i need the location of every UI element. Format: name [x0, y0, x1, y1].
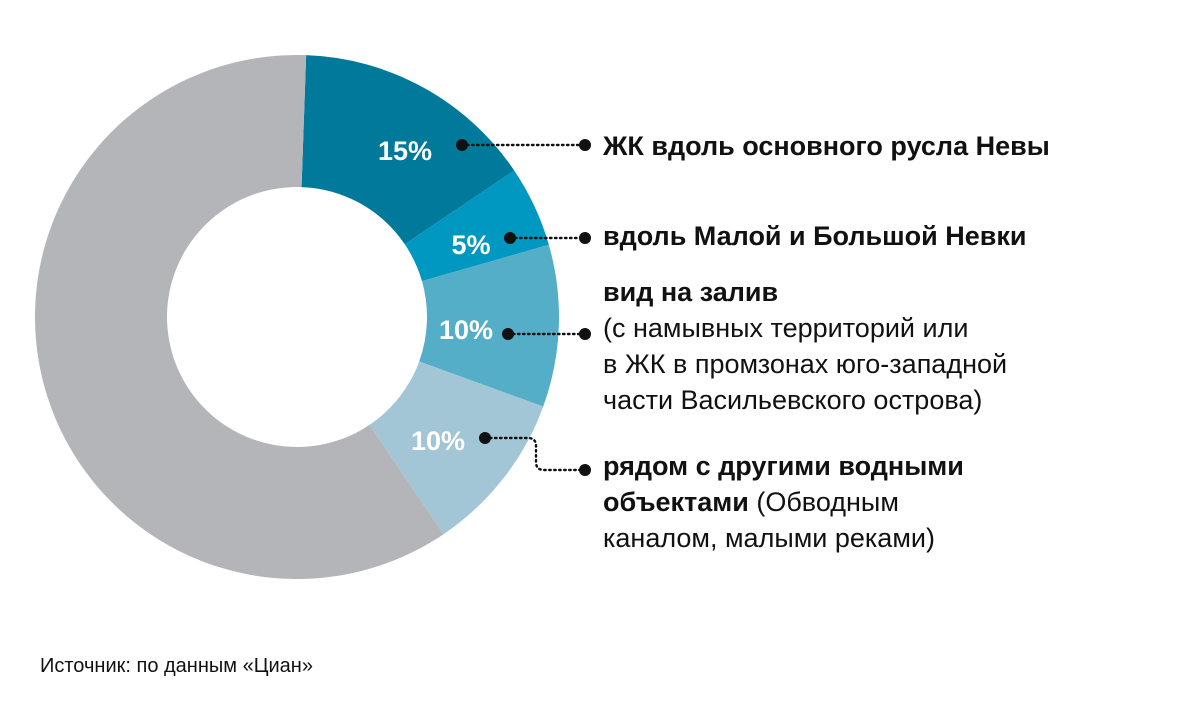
legend-label-bold: ЖК вдоль основного русла Невы	[603, 131, 1050, 161]
percent-labels: 15% 5% 10% 10%	[378, 136, 493, 456]
leader-end-dot	[579, 139, 591, 151]
leader-line-1	[504, 232, 591, 244]
leader-start-dot	[504, 232, 516, 244]
donut-slice-3	[369, 361, 544, 535]
leader-lines	[456, 139, 591, 476]
legend-label-nevka: вдоль Малой и Большой Невки	[603, 218, 1026, 254]
leader-end-dot	[579, 232, 591, 244]
legend-label-bold: вид на залив	[603, 277, 779, 307]
legend-label-note: (Обводным каналом, малыми реками)	[603, 487, 935, 553]
leader-end-dot	[579, 328, 591, 340]
donut-slice-1	[404, 170, 549, 282]
legend-label-bold: рядом с другими водными объектами	[603, 451, 964, 517]
percent-label-1: 5%	[451, 230, 490, 260]
leader-start-dot	[502, 328, 514, 340]
source-note: Источник: по данным «Циан»	[40, 655, 313, 677]
percent-label-0: 15%	[378, 136, 432, 166]
legend-label-other-water: рядом с другими водными объектами (Обвод…	[603, 448, 964, 556]
percent-label-2: 10%	[439, 315, 493, 345]
legend-label-gulf-view: вид на залив (с намывных территорий или …	[603, 274, 1007, 418]
donut-slices	[34, 54, 559, 579]
legend-label-bold: вдоль Малой и Большой Невки	[603, 221, 1027, 251]
legend-label-note: (с намывных территорий или в ЖК в промзо…	[603, 313, 1008, 415]
percent-label-3: 10%	[411, 426, 465, 456]
leader-line-3	[479, 432, 591, 476]
donut-slice-2	[419, 244, 559, 407]
legend-label-neva-main: ЖК вдоль основного русла Невы	[603, 128, 1050, 164]
leader-end-dot	[579, 464, 591, 476]
leader-start-dot	[479, 432, 491, 444]
leader-line-0	[456, 139, 591, 151]
leader-start-dot	[456, 139, 468, 151]
donut-slice-0	[301, 55, 515, 245]
leader-line-2	[502, 328, 591, 340]
donut-slice-4	[34, 54, 444, 579]
